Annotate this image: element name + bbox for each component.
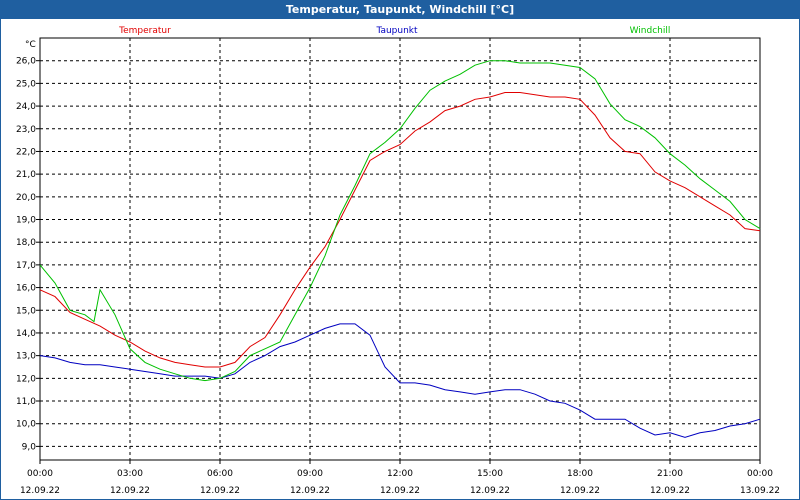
y-tick-label: 16,0 — [16, 284, 36, 294]
x-tick-time: 00:00 — [27, 469, 53, 479]
y-tick-label: 13,0 — [16, 352, 36, 362]
y-tick-label: 21,0 — [16, 170, 36, 180]
y-tick-label: 19,0 — [16, 216, 36, 226]
x-tick-date: 12.09.22 — [380, 486, 420, 496]
series-line-windchill — [39, 60, 761, 382]
x-tick-date: 12.09.22 — [470, 486, 510, 496]
y-tick-label: 17,0 — [16, 261, 36, 271]
legend-temperatur: Temperatur — [118, 26, 171, 36]
x-tick-time: 03:00 — [117, 469, 143, 479]
x-tick-date: 13.09.22 — [740, 486, 780, 496]
y-tick-label: 18,0 — [16, 238, 36, 248]
x-tick-date: 12.09.22 — [200, 486, 240, 496]
y-tick-label: 11,0 — [16, 397, 36, 407]
y-tick-label: 9,0 — [22, 442, 37, 452]
y-tick-label: 20,0 — [16, 193, 36, 203]
y-tick-label: 15,0 — [16, 306, 36, 316]
y-tick-label: 26,0 — [16, 57, 36, 67]
x-tick-date: 12.09.22 — [650, 486, 690, 496]
window-title: Temperatur, Taupunkt, Windchill [°C] — [1, 1, 799, 19]
x-tick-date: 12.09.22 — [560, 486, 600, 496]
y-tick-label: 23,0 — [16, 125, 36, 135]
x-tick-date: 12.09.22 — [20, 486, 60, 496]
y-tick-label: 25,0 — [16, 79, 36, 89]
x-tick-date: 12.09.22 — [290, 486, 330, 496]
y-tick-label: 22,0 — [16, 147, 36, 157]
x-tick-time: 09:00 — [297, 469, 323, 479]
y-tick-label: 12,0 — [16, 374, 36, 384]
series-line-temperatur — [39, 92, 761, 368]
y-tick-label: 24,0 — [16, 102, 36, 112]
x-tick-time: 12:00 — [387, 469, 413, 479]
legend-taupunkt: Taupunkt — [375, 26, 418, 36]
x-tick-time: 15:00 — [477, 469, 503, 479]
x-tick-date: 12.09.22 — [110, 486, 150, 496]
y-axis-label: °C — [25, 40, 36, 50]
x-tick-time: 06:00 — [207, 469, 233, 479]
series-line-taupunkt — [39, 323, 761, 438]
legend-windchill: Windchill — [630, 26, 671, 36]
x-tick-time: 00:00 — [747, 469, 773, 479]
x-tick-time: 18:00 — [567, 469, 593, 479]
y-tick-label: 14,0 — [16, 329, 36, 339]
x-tick-time: 21:00 — [657, 469, 683, 479]
y-tick-label: 10,0 — [16, 420, 36, 430]
